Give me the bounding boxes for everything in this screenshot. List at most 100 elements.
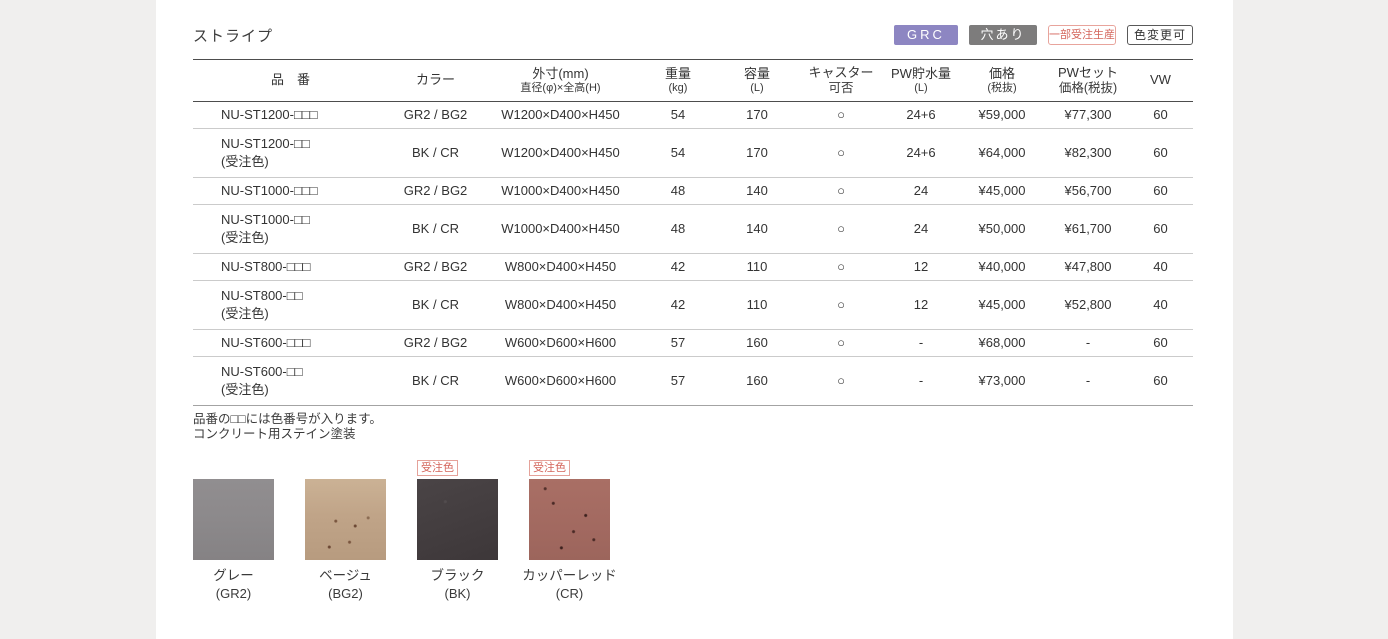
header-product-number: 品 番: [270, 72, 310, 88]
footnotes: 品番の□□には色番号が入ります。 コンクリート用ステイン塗装: [193, 412, 1233, 442]
note-stain-paint: コンクリート用ステイン塗装: [193, 427, 356, 441]
table-row: NU-ST1200-□□ (受注色) BK / CR W1200×D400×H45…: [193, 128, 1193, 178]
table-row: NU-ST1200-□□□ GR2 / BG2 W1200×D400×H450 …: [193, 102, 1193, 129]
cell-size: W800×D400×H450: [504, 259, 617, 275]
cell-caster: ○: [837, 297, 845, 313]
cell-product-number: NU-ST1200-□□ (受注色): [221, 136, 310, 169]
cell-price: ¥64,000: [978, 145, 1026, 161]
cell-weight: 57: [670, 373, 686, 389]
cell-caster: ○: [837, 335, 845, 351]
order-color-badge: 受注色: [529, 460, 570, 476]
cell-capacity: 110: [746, 259, 768, 275]
header-pw-water: PW貯水量 (L): [891, 65, 951, 94]
cell-size: W800×D400×H450: [504, 297, 617, 313]
header-capacity: 容量 (L): [743, 65, 770, 94]
cell-weight: 48: [670, 221, 686, 237]
spec-table: 品 番 カラー 外寸(mm) 直径(φ)×全高(H) 重量 (kg) 容量 (L) キ…: [193, 59, 1193, 406]
swatch-code: (GR2): [215, 585, 252, 601]
cell-product-number: NU-ST1000-□□□: [221, 183, 318, 199]
badge-color-change: 色変更可: [1127, 25, 1193, 45]
cell-product-number: NU-ST800-□□ (受注色): [221, 288, 303, 321]
panel-content: ストライプ GRC 穴あり 一部受注生産 色変更可 品 番 カラー 外寸(mm)…: [156, 0, 1233, 603]
cell-price: ¥40,000: [978, 259, 1026, 275]
cell-size: W1000×D400×H450: [501, 183, 620, 199]
cell-pw-set-price: ¥56,700: [1064, 183, 1112, 199]
page-title: ストライプ: [193, 27, 274, 45]
cell-pw-set-price: ¥77,300: [1064, 107, 1112, 123]
cell-pw-set-price: -: [1085, 335, 1091, 351]
cell-vw: 60: [1153, 107, 1168, 123]
cell-price: ¥45,000: [978, 297, 1026, 313]
table-header-row: 品 番 カラー 外寸(mm) 直径(φ)×全高(H) 重量 (kg) 容量 (L) キ…: [193, 60, 1193, 102]
cell-weight: 48: [670, 183, 686, 199]
cell-pw-water: 24: [913, 221, 929, 237]
cell-pw-set-price: -: [1085, 373, 1091, 389]
badge-holes: 穴あり: [969, 25, 1037, 45]
cell-vw: 40: [1153, 297, 1168, 313]
order-label-slot: 受注色: [529, 458, 610, 479]
cell-weight: 42: [670, 297, 686, 313]
cell-pw-water: 12: [913, 259, 929, 275]
cell-weight: 54: [670, 145, 686, 161]
header-price: 価格 (税抜): [987, 65, 1017, 94]
cell-capacity: 110: [746, 297, 768, 313]
swatch-image-beige: [305, 479, 386, 560]
cell-price: ¥50,000: [978, 221, 1026, 237]
cell-capacity: 160: [746, 373, 768, 389]
swatch-beige: ベージュ (BG2): [305, 458, 386, 603]
product-panel: ストライプ GRC 穴あり 一部受注生産 色変更可 品 番 カラー 外寸(mm)…: [156, 0, 1233, 639]
header-pw-set-price: PWセット 価格(税抜): [1058, 64, 1118, 95]
title-row: ストライプ GRC 穴あり 一部受注生産 色変更可: [193, 24, 1193, 46]
cell-pw-set-price: ¥82,300: [1064, 145, 1112, 161]
cell-color: GR2 / BG2: [403, 183, 468, 199]
swatch-code: (BG2): [328, 585, 363, 601]
order-label-slot: 受注色: [417, 458, 498, 479]
swatch-black: 受注色 ブラック (BK): [417, 458, 498, 603]
cell-pw-water: 24: [913, 183, 929, 199]
badge-partial-order: 一部受注生産: [1048, 25, 1116, 45]
badge-group: GRC 穴あり 一部受注生産 色変更可: [894, 25, 1193, 45]
order-label-slot: [193, 458, 274, 479]
table-row: NU-ST600-□□ (受注色) BK / CR W600×D600×H600 …: [193, 356, 1193, 406]
cell-pw-set-price: ¥52,800: [1064, 297, 1112, 313]
header-weight: 重量 (kg): [664, 65, 691, 94]
cell-caster: ○: [837, 145, 845, 161]
cell-pw-water: -: [918, 335, 924, 351]
cell-price: ¥59,000: [978, 107, 1026, 123]
cell-pw-water: 12: [913, 297, 929, 313]
cell-color: GR2 / BG2: [403, 259, 468, 275]
cell-price: ¥73,000: [978, 373, 1026, 389]
cell-color: BK / CR: [412, 297, 459, 313]
order-color-badge: 受注色: [417, 460, 458, 476]
table-row: NU-ST1000-□□ (受注色) BK / CR W1000×D400×H45…: [193, 204, 1193, 254]
header-caster: キャスター 可否: [808, 64, 874, 95]
cell-color: GR2 / BG2: [403, 107, 468, 123]
cell-vw: 60: [1153, 221, 1168, 237]
cell-caster: ○: [837, 183, 845, 199]
cell-pw-water: -: [918, 373, 924, 389]
swatch-image-gray: [193, 479, 274, 560]
cell-size: W600×D600×H600: [504, 335, 617, 351]
cell-pw-set-price: ¥47,800: [1064, 259, 1112, 275]
cell-product-number: NU-ST1000-□□ (受注色): [221, 212, 310, 245]
swatch-code: (BK): [444, 585, 471, 601]
cell-price: ¥45,000: [978, 183, 1026, 199]
cell-caster: ○: [837, 221, 845, 237]
cell-color: BK / CR: [412, 145, 459, 161]
cell-capacity: 140: [746, 183, 768, 199]
cell-pw-water: 24+6: [906, 145, 936, 161]
cell-capacity: 170: [746, 107, 768, 123]
cell-color: BK / CR: [412, 221, 459, 237]
cell-product-number: NU-ST600-□□□: [221, 335, 311, 351]
cell-caster: ○: [837, 107, 845, 123]
header-vw: VW: [1150, 72, 1171, 88]
table-row: NU-ST600-□□□ GR2 / BG2 W600×D600×H600 57…: [193, 329, 1193, 357]
cell-caster: ○: [837, 373, 845, 389]
order-label-slot: [305, 458, 386, 479]
cell-product-number: NU-ST1200-□□□: [221, 107, 318, 123]
table-row: NU-ST1000-□□□ GR2 / BG2 W1000×D400×H450 …: [193, 177, 1193, 205]
cell-capacity: 140: [746, 221, 768, 237]
swatch-copper-red: 受注色 カッパーレッド (CR): [522, 458, 617, 603]
cell-vw: 40: [1153, 259, 1168, 275]
cell-capacity: 160: [746, 335, 768, 351]
